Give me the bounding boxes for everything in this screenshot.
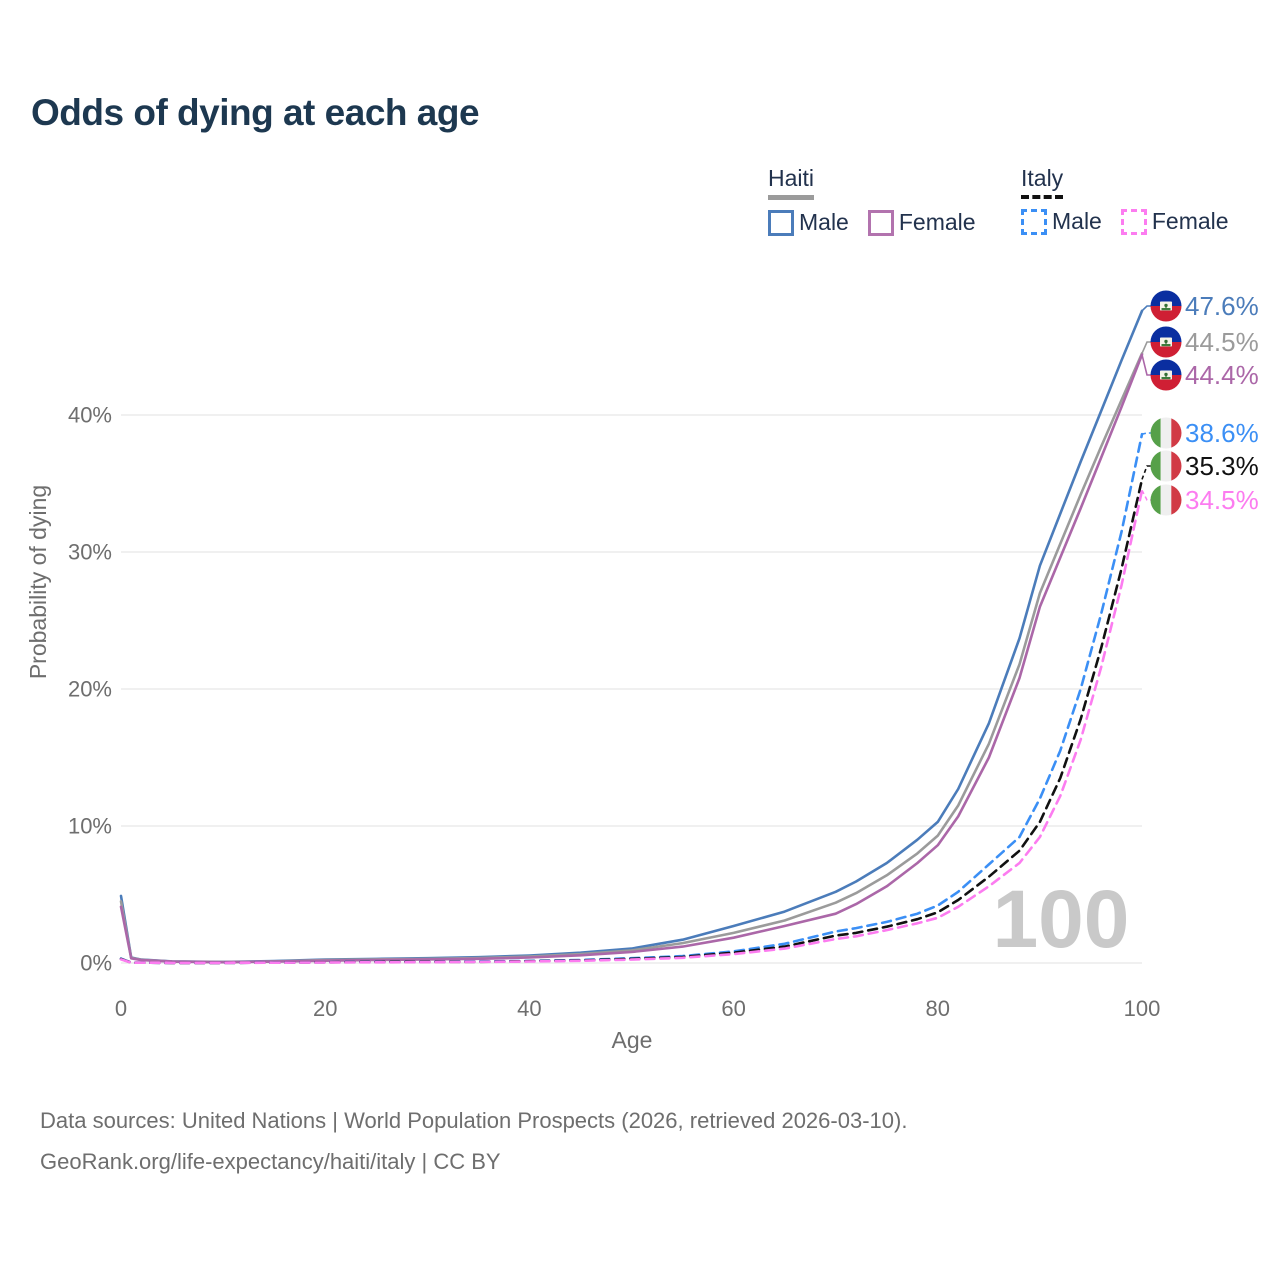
hover-x-watermark: 100 (993, 874, 1130, 965)
y-tick-label: 30% (68, 540, 112, 565)
legend-checkbox-haiti-male[interactable] (768, 209, 794, 236)
x-tick-label: 0 (115, 996, 127, 1021)
footer-attribution-link: GeoRank.org/life-expectancy/haiti/italy … (40, 1149, 501, 1174)
legend-label-italy-female[interactable]: Female (1151, 208, 1229, 234)
footer: Data sources: United Nations | World Pop… (40, 1100, 1190, 1182)
legend-group-haiti: Haiti Male Female (768, 165, 995, 236)
legend-checkbox-haiti-female[interactable] (867, 209, 894, 236)
end-label-connector-haiti-male (1141, 305, 1151, 312)
legend-title-italy[interactable]: Italy (1021, 165, 1064, 199)
end-value-label-italy-both: 35.3% (1185, 451, 1259, 481)
series-line-italy-male[interactable] (119, 432, 1144, 965)
legend-label-italy-male[interactable]: Male (1052, 208, 1102, 234)
x-tick-label: 80 (926, 996, 950, 1021)
x-tick-label: 60 (721, 996, 745, 1021)
end-label-connector-italy-male (1141, 432, 1151, 435)
x-tick-label: 100 (1124, 996, 1161, 1021)
page-title: Odds of dying at each age (31, 92, 480, 133)
legend-group-italy: Italy Male Female (1021, 165, 1248, 235)
x-axis-title: Age (612, 1027, 653, 1053)
haiti-flag-icon (1150, 326, 1182, 358)
chart-canvas: 100 47.6% 44.5%44.4% 38.6%35.3% 34.5% 0% 10%… (25, 0, 1259, 1053)
y-tick-label: 40% (68, 403, 112, 428)
end-label-connector-italy-both (1141, 465, 1151, 480)
x-tick-label: 20 (313, 996, 337, 1021)
y-axis-title: Probability of dying (25, 485, 51, 679)
italy-flag-icon (1150, 484, 1182, 516)
y-tick-label: 10% (68, 814, 112, 839)
end-value-label-italy-male: 38.6% (1185, 418, 1259, 448)
end-label-connector-italy-female (1141, 489, 1151, 501)
y-tick-label: 0% (80, 951, 112, 976)
series-line-haiti-female[interactable] (119, 353, 1144, 964)
footer-data-sources: Data sources: United Nations | World Pop… (40, 1108, 908, 1133)
series-line-haiti-both[interactable] (119, 352, 1144, 964)
end-value-label-haiti-both: 44.5% (1185, 327, 1259, 357)
end-value-label-haiti-female: 44.4% (1185, 360, 1259, 390)
legend-label-haiti-male[interactable]: Male (799, 209, 849, 235)
end-value-label-italy-female: 34.5% (1185, 485, 1259, 515)
italy-flag-icon (1150, 450, 1182, 482)
haiti-flag-icon (1150, 290, 1182, 322)
legend-checkbox-italy-female[interactable] (1120, 208, 1147, 235)
x-tick-label: 40 (517, 996, 541, 1021)
y-tick-label: 20% (68, 677, 112, 702)
legend-checkbox-italy-male[interactable] (1021, 208, 1047, 235)
italy-flag-icon (1150, 417, 1182, 449)
end-value-label-haiti-male: 47.6% (1185, 291, 1259, 321)
legend-label-haiti-female[interactable]: Female (898, 209, 976, 235)
series-line-italy-female[interactable] (119, 489, 1144, 965)
end-label-connector-haiti-female (1141, 354, 1151, 376)
legend-title-haiti[interactable]: Haiti (768, 165, 815, 200)
end-label-connector-haiti-both (1141, 341, 1151, 354)
haiti-flag-icon (1150, 359, 1182, 391)
